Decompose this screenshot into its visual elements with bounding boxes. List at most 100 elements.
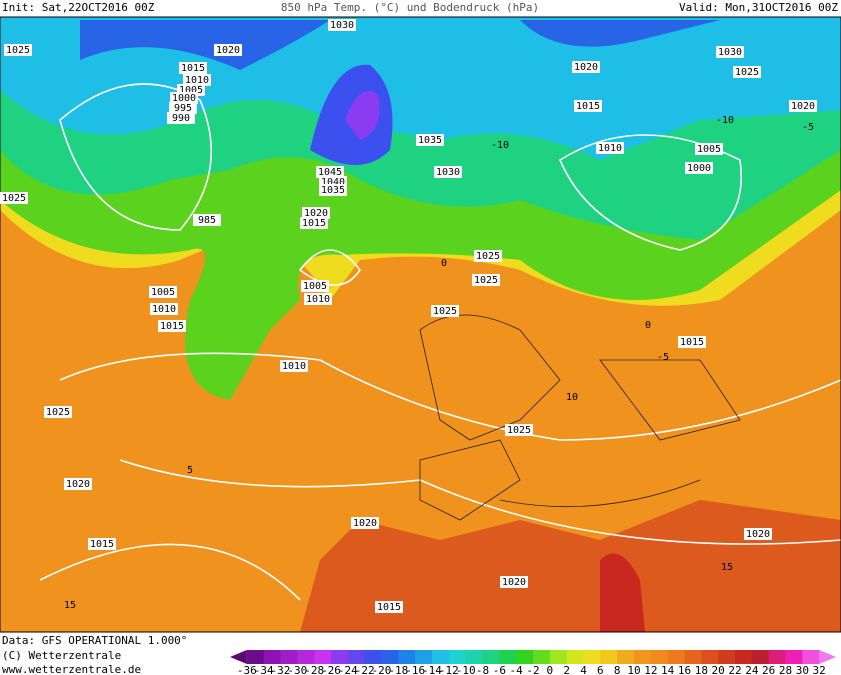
- isobar-label: 1020: [216, 45, 240, 56]
- isobar-label: 1020: [304, 208, 328, 219]
- isobar-label-bg: [150, 303, 178, 315]
- isobar-label: 1015: [377, 602, 401, 613]
- init-time: Init: Sat,22OCT2016 00Z: [2, 1, 155, 14]
- isobar-label-bg: [474, 250, 502, 262]
- isobar-label: 1045: [318, 167, 342, 178]
- isobar-label: 1030: [436, 167, 460, 178]
- colorbar-cell: [297, 650, 315, 664]
- colorbar-cell: [280, 650, 298, 664]
- isobar-label-bg: [695, 143, 723, 155]
- isobar-label-bg: [351, 517, 379, 529]
- isobar-label-bg: [214, 44, 242, 56]
- colorbar-cell: [314, 650, 332, 664]
- isobar-label-bg: [167, 112, 195, 124]
- colorbar-cell: [230, 650, 247, 664]
- colorbar-cell: [516, 650, 534, 664]
- colorbar-cell: [768, 650, 786, 664]
- temperature-label: 5: [187, 465, 193, 476]
- colorbar-label: -20: [372, 664, 392, 675]
- colorbar-label: -32: [271, 664, 291, 675]
- isobar-label: 1025: [46, 407, 70, 418]
- colorbar-label: 16: [678, 664, 691, 675]
- isobar-label: 1015: [680, 337, 704, 348]
- isobar-label: 1035: [418, 135, 442, 146]
- colorbar-cell: [448, 650, 467, 664]
- colorbar-cell: [751, 650, 770, 664]
- isobar-label-bg: [301, 280, 329, 292]
- isobar-label-bg: [183, 74, 211, 86]
- colorbar-cell: [802, 650, 820, 664]
- colorbar-cell: [549, 650, 568, 664]
- isobar-label: 1010: [185, 75, 209, 86]
- isobar-label-bg: [169, 102, 197, 114]
- isobar-label: 1020: [574, 62, 598, 73]
- colorbar-cell: [718, 650, 736, 664]
- colorbar-cell: [617, 650, 635, 664]
- isobar-label: 1010: [598, 143, 622, 154]
- isobar-label-bg: [744, 528, 772, 540]
- colorbar-cell: [600, 650, 618, 664]
- isobar-label-bg: [158, 320, 186, 332]
- isobar-label-bg: [500, 576, 528, 588]
- isobar-label-bg: [596, 142, 624, 154]
- colorbar-label: -26: [321, 664, 341, 675]
- isobar-label-bg: [733, 66, 761, 78]
- isobar-label-bg: [416, 134, 444, 146]
- colorbar-label: 14: [661, 664, 675, 675]
- isobar-label-bg: [64, 478, 92, 490]
- colorbar-label: 32: [813, 664, 826, 675]
- colorbar-cell: [583, 650, 601, 664]
- colorbar-label: -36: [237, 664, 257, 675]
- colorbar-label: 26: [762, 664, 775, 675]
- isobar-label: 1015: [90, 539, 114, 550]
- isobar-label-bg: [328, 19, 356, 31]
- isobar-label: 990: [172, 113, 190, 124]
- isobar-label: 1010: [282, 361, 306, 372]
- colorbar-cell: [667, 650, 685, 664]
- isobar-label-bg: [789, 100, 817, 112]
- temperature-label: -10: [491, 140, 509, 151]
- colorbar-label: -30: [287, 664, 307, 675]
- colorbar-label: 22: [728, 664, 741, 675]
- isobar-label: 1035: [321, 185, 345, 196]
- isobar-label: 1000: [687, 163, 711, 174]
- colorbar-cell: [331, 650, 349, 664]
- colorbar-cell: [819, 650, 836, 664]
- isobar-label-bg: [44, 406, 72, 418]
- isobar-label-bg: [685, 162, 713, 174]
- colorbar-label: 6: [597, 664, 604, 675]
- valid-time: Valid: Mon,31OCT2016 00Z: [679, 1, 838, 14]
- isobar-label: 1005: [303, 281, 327, 292]
- colorbar-label: -2: [526, 664, 539, 675]
- temperature-label: 0: [441, 258, 447, 269]
- isobar-label: 1015: [302, 218, 326, 229]
- isobar-label-bg: [316, 166, 344, 178]
- isobar-label: 1025: [507, 425, 531, 436]
- colorbar-label: -8: [476, 664, 489, 675]
- isobar-label: 985: [198, 215, 216, 226]
- colorbar-label: 30: [796, 664, 809, 675]
- isobar-label-bg: [0, 192, 28, 204]
- isobar-label-bg: [193, 214, 221, 226]
- data-source: Data: GFS OPERATIONAL 1.000°: [2, 634, 187, 647]
- isobar-label: 1025: [476, 251, 500, 262]
- colorbar-cell: [246, 650, 265, 664]
- colorbar-label: -12: [439, 664, 459, 675]
- colorbar-cell: [634, 650, 652, 664]
- isobar-label: 1025: [474, 275, 498, 286]
- isobar-label-bg: [574, 100, 602, 112]
- isobar-label: 1020: [791, 101, 815, 112]
- colorbar-label: -18: [388, 664, 408, 675]
- colorbar-label: -10: [456, 664, 476, 675]
- isobar-label-bg: [434, 166, 462, 178]
- isobar-label-bg: [4, 44, 32, 56]
- isobar-label: 1015: [181, 63, 205, 74]
- isobar-label-bg: [375, 601, 403, 613]
- temperature-label: 15: [64, 600, 76, 611]
- colorbar-label: 28: [779, 664, 792, 675]
- isobar-label-bg: [472, 274, 500, 286]
- colorbar-label: 20: [712, 664, 725, 675]
- colorbar-label: -6: [493, 664, 506, 675]
- colorbar-label: -28: [304, 664, 324, 675]
